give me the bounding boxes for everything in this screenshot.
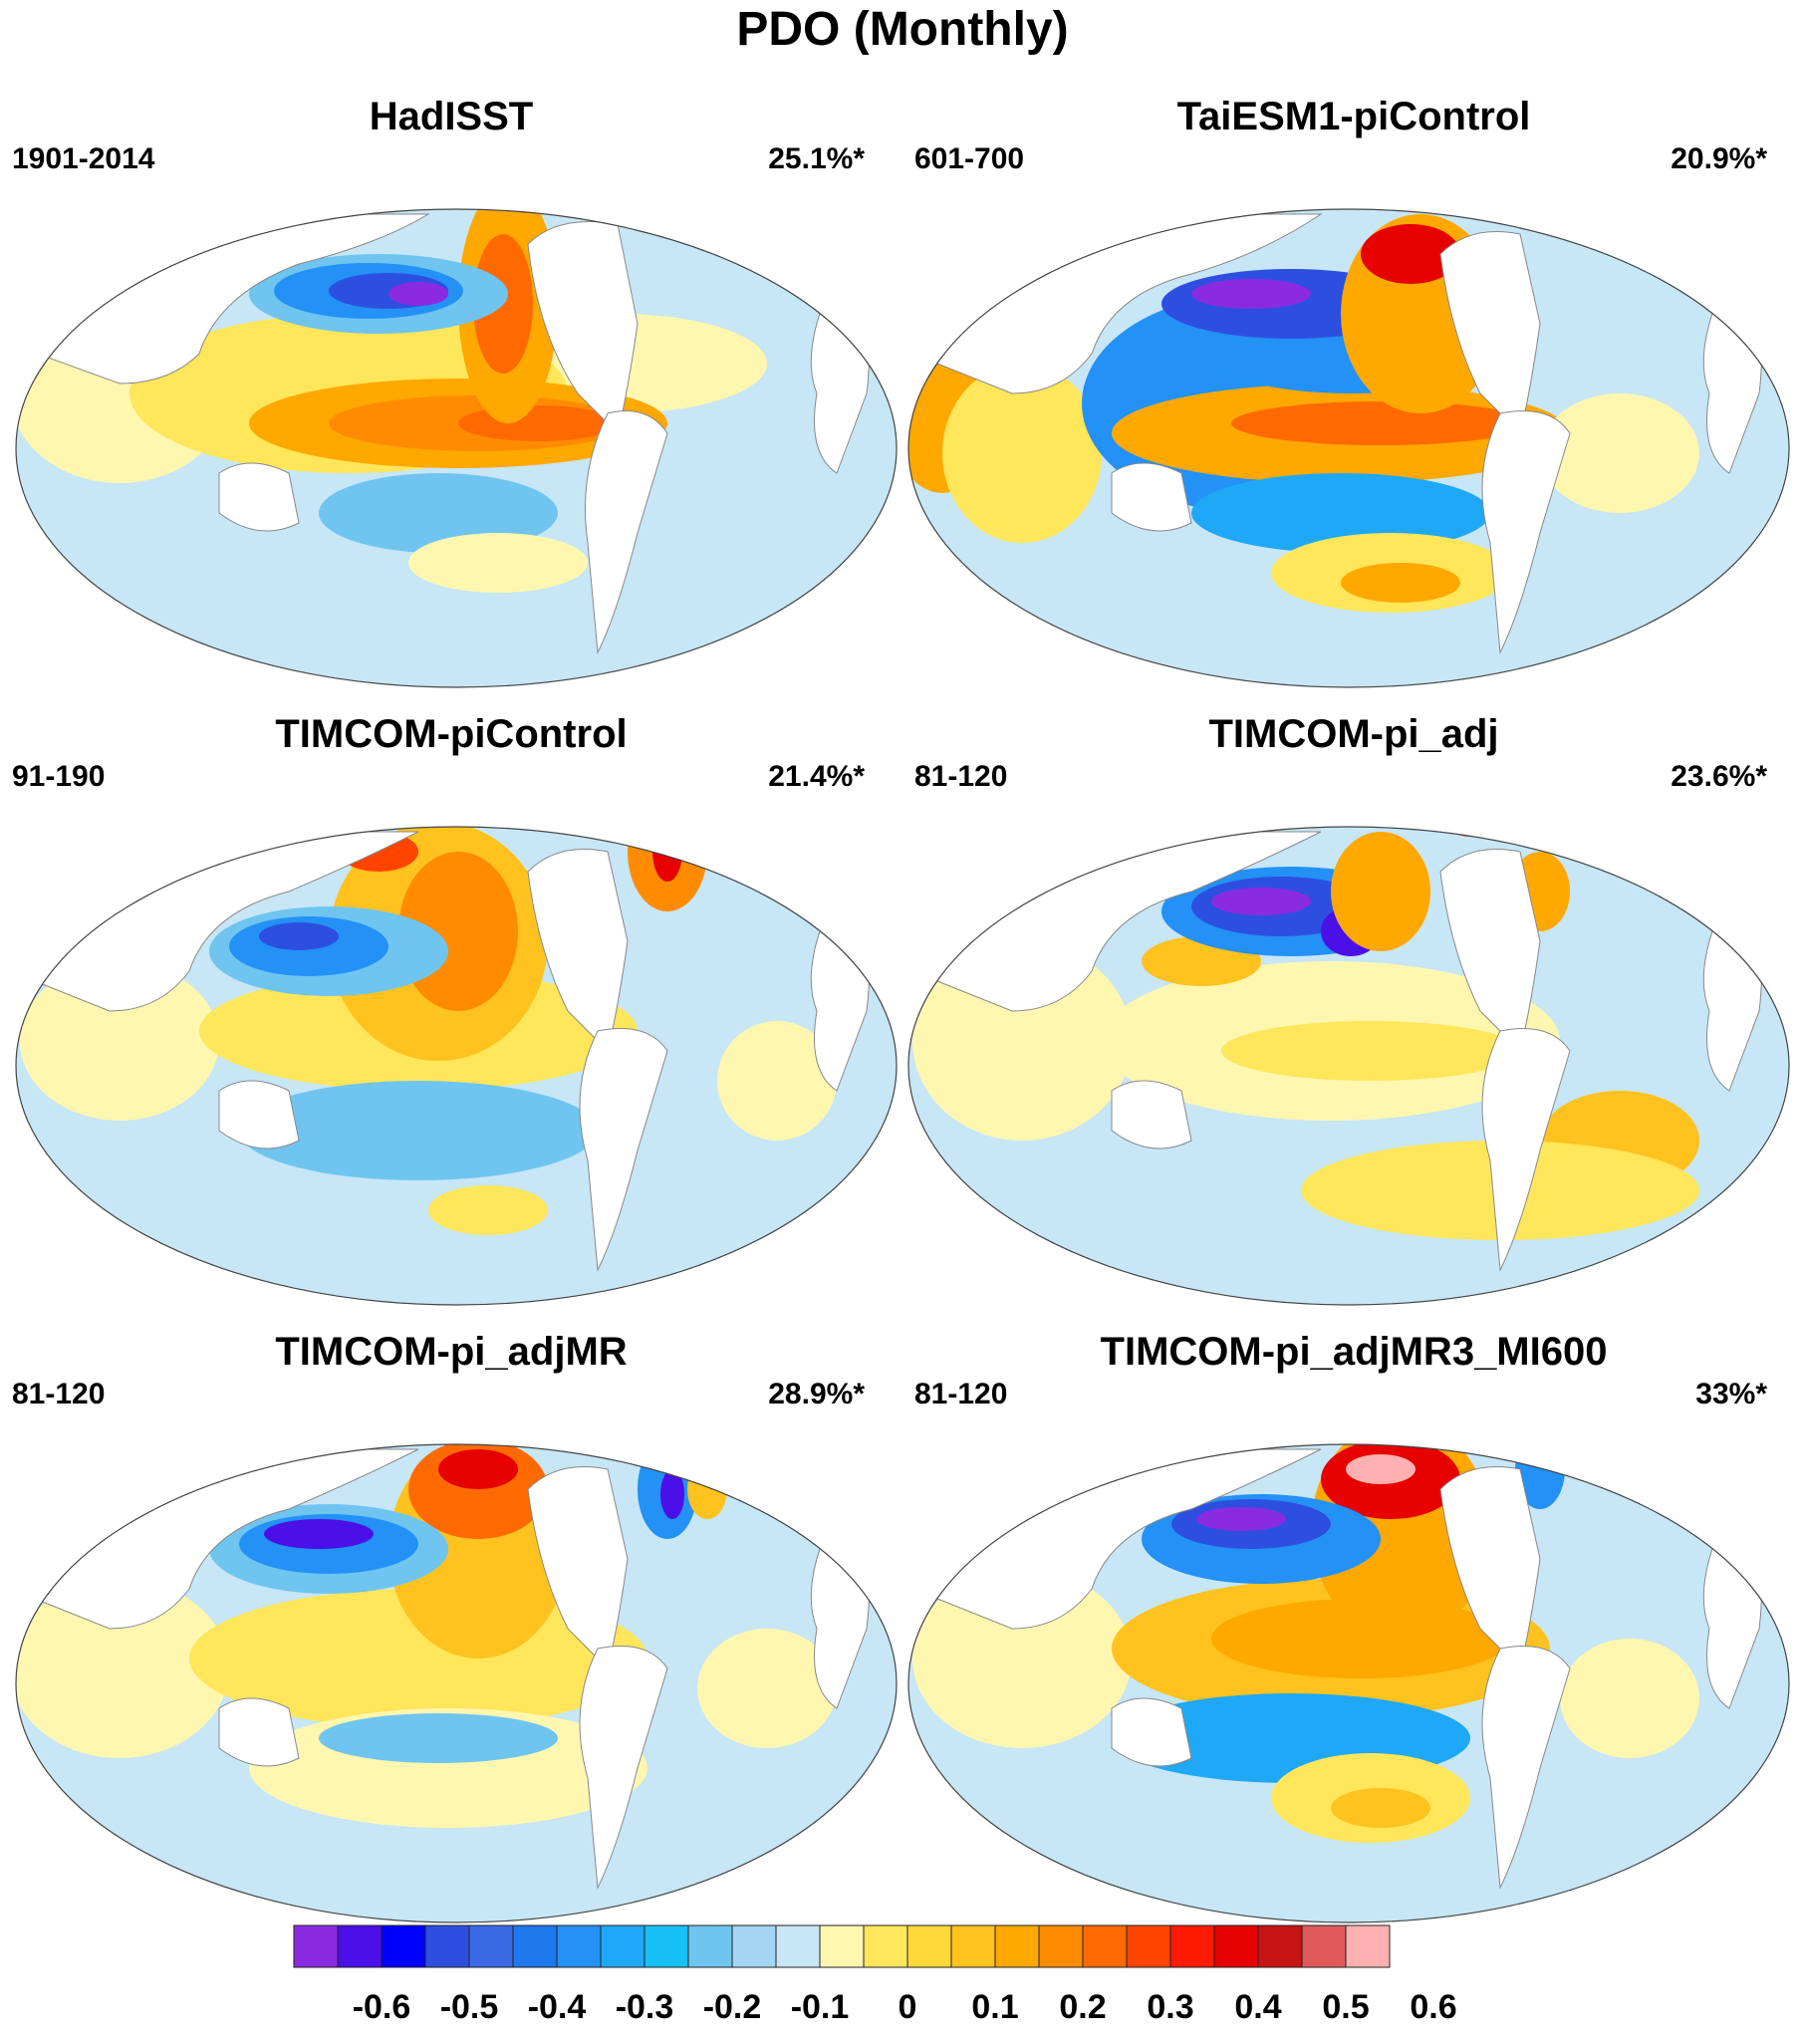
map-hadisst (15, 208, 898, 688)
colorbar-swatch (1345, 1924, 1391, 1968)
colorbar-swatch (381, 1924, 426, 1968)
colorbar-swatch (1082, 1924, 1128, 1968)
colorbar-swatch (950, 1924, 996, 1968)
map-timcom-pi-adj (907, 826, 1790, 1306)
colorbar-swatch (1126, 1924, 1171, 1968)
map-taiesm1-picontrol (907, 208, 1790, 688)
colorbar-swatch (819, 1924, 865, 1968)
colorbar-swatch (994, 1924, 1040, 1968)
panel-percent: 33%* (1695, 1378, 1767, 1410)
panel-taiesm1-picontrol: TaiESM1-piControl 601-700 20.9%* (902, 95, 1805, 732)
panel-title: TIMCOM-pi_adjMR (275, 1330, 628, 1374)
colorbar-swatch (775, 1924, 821, 1968)
panel-period: 91-190 (12, 760, 106, 793)
panel-percent: 25.1%* (768, 142, 865, 175)
colorbar-tick-label: -0.5 (439, 1988, 499, 2026)
colorbar-swatch (906, 1924, 952, 1968)
colorbar-swatch (731, 1924, 777, 1968)
colorbar-swatch (512, 1924, 558, 1968)
panel-hadisst: HadISST 1901-2014 25.1%* (0, 95, 902, 732)
colorbar-tick-label: -0.6 (352, 1988, 411, 2026)
colorbar-tick-label: -0.3 (615, 1988, 674, 2026)
colorbar-swatch (1213, 1924, 1259, 1968)
colorbar-tick-label: 0.5 (1322, 1988, 1370, 2026)
colorbar-tick-label: -0.1 (790, 1988, 850, 2026)
colorbar-swatch (1038, 1924, 1084, 1968)
colorbar-tick-label: -0.4 (527, 1988, 587, 2026)
colorbar-swatch (337, 1924, 383, 1968)
colorbar-tick-label: 0.3 (1147, 1988, 1194, 2026)
panel-period: 81-120 (12, 1378, 106, 1410)
map-timcom-pi-adjmr3-mi600 (907, 1443, 1790, 1923)
figure-title: PDO (Monthly) (736, 3, 1069, 56)
panel-period: 81-120 (914, 1378, 1008, 1410)
panel-timcom-pi-adjmr: TIMCOM-pi_adjMR 81-120 28.9%* (0, 1330, 902, 1967)
colorbar-tick-label: 0.1 (971, 1988, 1019, 2026)
colorbar-swatch (293, 1924, 339, 1968)
colorbar-swatch (424, 1924, 470, 1968)
map-timcom-picontrol (15, 826, 898, 1306)
colorbar-swatch (600, 1924, 645, 1968)
panel-title: HadISST (369, 95, 534, 138)
panel-period: 601-700 (914, 142, 1025, 175)
colorbar-swatch (1301, 1924, 1347, 1968)
colorbar-tick-label: 0 (898, 1988, 917, 2026)
panel-percent: 21.4%* (768, 760, 865, 793)
colorbar-tick-label: 0.2 (1059, 1988, 1107, 2026)
colorbar-swatch (644, 1924, 689, 1968)
colorbar-swatch (863, 1924, 908, 1968)
colorbar (293, 1924, 1391, 1968)
panel-percent: 28.9%* (768, 1378, 865, 1410)
colorbar-swatch (556, 1924, 602, 1968)
colorbar-tick-label: -0.2 (702, 1988, 762, 2026)
map-timcom-pi-adjmr (15, 1443, 898, 1923)
panel-percent: 23.6%* (1671, 760, 1767, 793)
colorbar-swatch (1257, 1924, 1303, 1968)
panel-period: 81-120 (914, 760, 1008, 793)
panel-timcom-pi-adj: TIMCOM-pi_adj 81-120 23.6%* (902, 712, 1805, 1350)
colorbar-swatch (468, 1924, 514, 1968)
panel-title: TIMCOM-pi_adj (1208, 712, 1499, 756)
colorbar-swatch (1169, 1924, 1215, 1968)
colorbar-tick-label: 0.4 (1234, 1988, 1282, 2026)
panel-timcom-picontrol: TIMCOM-piControl 91-190 21.4%* (0, 712, 902, 1350)
panel-timcom-pi-adjmr3-mi600: TIMCOM-pi_adjMR3_MI600 81-120 33%* (902, 1330, 1805, 1967)
panel-percent: 20.9%* (1671, 142, 1767, 175)
panel-title: TIMCOM-pi_adjMR3_MI600 (1100, 1330, 1608, 1374)
colorbar-tick-label: 0.6 (1410, 1988, 1457, 2026)
panel-period: 1901-2014 (12, 142, 155, 175)
colorbar-swatch (687, 1924, 733, 1968)
panel-title: TIMCOM-piControl (275, 712, 628, 756)
panel-title: TaiESM1-piControl (1176, 95, 1531, 138)
